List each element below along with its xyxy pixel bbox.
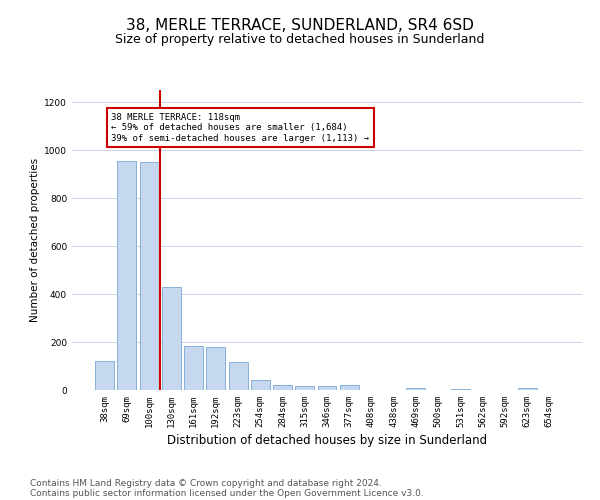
- Bar: [229, 362, 248, 390]
- Y-axis label: Number of detached properties: Number of detached properties: [30, 158, 40, 322]
- Bar: [406, 388, 425, 390]
- Bar: [206, 347, 225, 390]
- Bar: [251, 380, 270, 390]
- Bar: [140, 162, 158, 390]
- X-axis label: Distribution of detached houses by size in Sunderland: Distribution of detached houses by size …: [167, 434, 487, 447]
- Text: 38, MERLE TERRACE, SUNDERLAND, SR4 6SD: 38, MERLE TERRACE, SUNDERLAND, SR4 6SD: [126, 18, 474, 32]
- Bar: [295, 386, 314, 390]
- Bar: [518, 388, 536, 390]
- Text: Contains public sector information licensed under the Open Government Licence v3: Contains public sector information licen…: [30, 488, 424, 498]
- Bar: [184, 346, 203, 390]
- Bar: [118, 161, 136, 390]
- Bar: [317, 386, 337, 390]
- Text: Contains HM Land Registry data © Crown copyright and database right 2024.: Contains HM Land Registry data © Crown c…: [30, 478, 382, 488]
- Bar: [162, 287, 181, 390]
- Bar: [95, 361, 114, 390]
- Bar: [273, 385, 292, 390]
- Bar: [451, 389, 470, 390]
- Text: 38 MERLE TERRACE: 118sqm
← 59% of detached houses are smaller (1,684)
39% of sem: 38 MERLE TERRACE: 118sqm ← 59% of detach…: [112, 113, 370, 142]
- Text: Size of property relative to detached houses in Sunderland: Size of property relative to detached ho…: [115, 32, 485, 46]
- Bar: [340, 385, 359, 390]
